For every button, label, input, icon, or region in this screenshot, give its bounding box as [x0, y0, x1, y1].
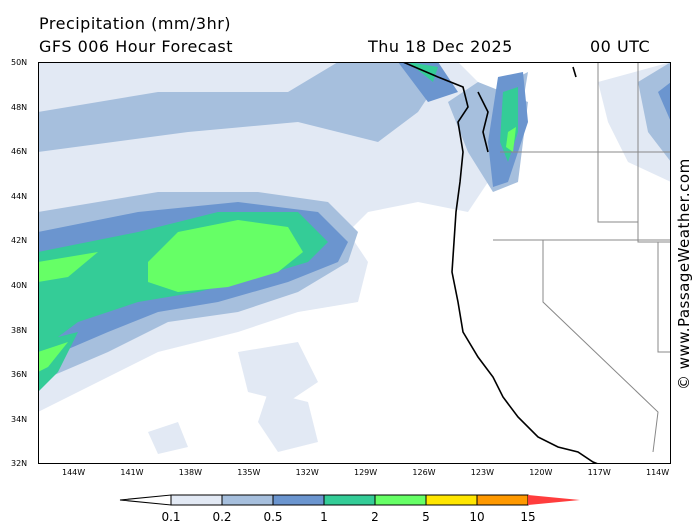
watermark: © www.PassageWeather.com: [675, 158, 693, 390]
lon-label: 138W: [178, 468, 202, 477]
colorbar-label: 10: [469, 510, 485, 524]
colorbar-label: 5: [422, 510, 430, 524]
lat-label: 44N: [11, 191, 28, 201]
coastline: [402, 62, 599, 464]
model-label: GFS 006 Hour Forecast: [39, 37, 234, 56]
colorbar-label: 15: [520, 510, 536, 524]
lat-label: 50N: [11, 58, 28, 67]
colorbar-arrow-high: [528, 495, 580, 505]
state-borders: [493, 62, 671, 453]
lat-label: 40N: [11, 281, 28, 290]
colorbar-label: 0.1: [161, 510, 181, 524]
colorbar-swatch: [272, 494, 325, 506]
lat-label: 32N: [11, 459, 28, 469]
colorbar-label: 1: [320, 510, 328, 524]
colorbar-label: 2: [371, 510, 379, 524]
lat-label: 34N: [11, 414, 28, 424]
colorbar-swatch: [425, 494, 478, 506]
forecast-date: Thu 18 Dec 2025: [368, 37, 513, 56]
lon-label: 135W: [237, 468, 261, 477]
lat-label: 48N: [11, 102, 28, 112]
lon-label: 126W: [412, 468, 436, 477]
colorbar-swatch: [476, 494, 529, 506]
lon-label: 132W: [295, 468, 319, 477]
lat-label: 42N: [11, 236, 28, 246]
colorbar-swatch: [170, 494, 223, 506]
lat-label: 36N: [11, 370, 28, 380]
lon-label: 120W: [529, 468, 553, 477]
lon-label: 114W: [646, 468, 670, 477]
precip-2-5: [38, 127, 516, 372]
colorbar-label: 0.2: [212, 510, 232, 524]
lon-label: 129W: [354, 468, 378, 477]
forecast-time: 00 UTC: [590, 37, 651, 56]
lon-label: 117W: [587, 468, 611, 477]
colorbar: [119, 494, 580, 506]
colorbar-swatch: [221, 494, 274, 506]
precipitation-map: [38, 62, 671, 464]
lat-label: 38N: [11, 325, 28, 335]
lon-label: 123W: [470, 468, 494, 477]
lon-label: 144W: [62, 468, 86, 477]
lon-label: 141W: [120, 468, 144, 477]
map-title: Precipitation (mm/3hr): [39, 14, 232, 33]
colorbar-swatch: [374, 494, 427, 506]
colorbar-arrow-low: [119, 494, 172, 506]
colorbar-label: 0.5: [263, 510, 283, 524]
colorbar-swatch: [323, 494, 376, 506]
lat-label: 46N: [11, 147, 28, 157]
